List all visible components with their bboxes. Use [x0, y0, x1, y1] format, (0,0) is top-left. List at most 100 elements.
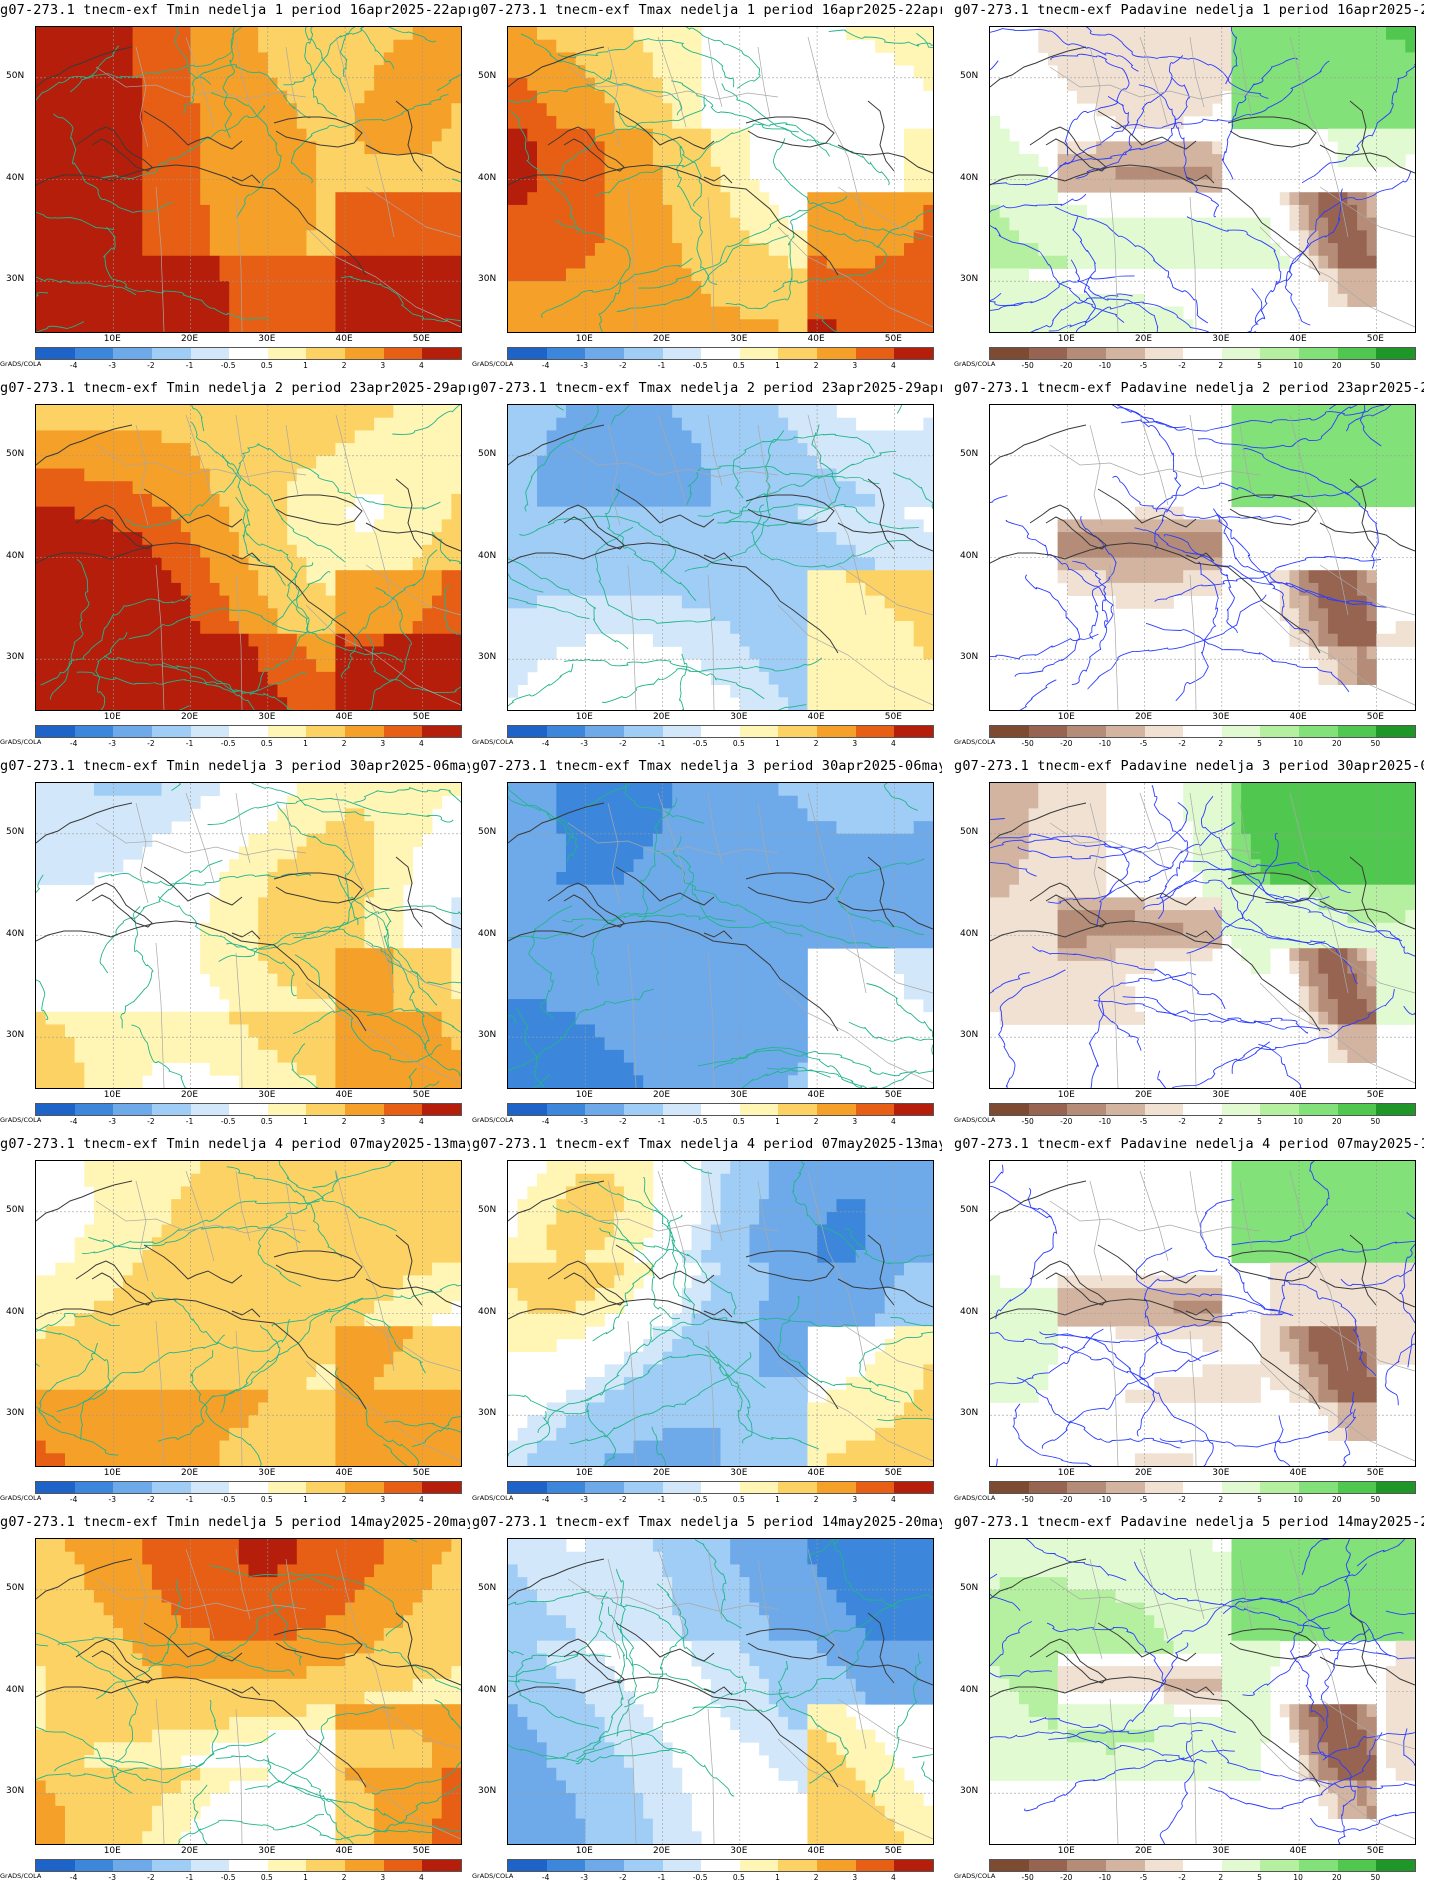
colorbar-swatch: [1221, 726, 1261, 737]
colorbar-swatch: [662, 1860, 702, 1871]
colorbar-swatch: [1067, 726, 1106, 737]
grads-credit: GrADS/COLA: [954, 738, 996, 746]
grads-credit: GrADS/COLA: [472, 1494, 514, 1502]
lon-label: 10E: [103, 1468, 121, 1478]
colorbar-swatch: [1144, 1860, 1184, 1871]
colorbar-swatch: [546, 1104, 586, 1115]
colorbar-swatch: [1299, 726, 1338, 737]
lon-label: 10E: [575, 334, 593, 344]
map-panel-tmin-week-4: g07-273.1 tnecm-exf Tmin nedelja 4 perio…: [0, 1134, 470, 1508]
colorbar-tick: 2: [1218, 739, 1224, 748]
panel-title: g07-273.1 tnecm-exf Tmax nedelja 4 perio…: [472, 1136, 942, 1152]
colorbar-tick: 2: [1218, 1495, 1224, 1504]
grads-credit: GrADS/COLA: [0, 1116, 42, 1124]
lon-label: 40E: [807, 1468, 825, 1478]
colorbar: [507, 1481, 934, 1494]
colorbar-tick: 5: [1257, 361, 1262, 370]
colorbar-tick: 2: [341, 361, 347, 370]
colorbar-swatch: [306, 1860, 346, 1871]
lat-label: 40N: [6, 172, 25, 183]
colorbar-swatch: [190, 1482, 230, 1493]
colorbar-tick: 3: [380, 361, 386, 370]
colorbar-swatch: [585, 1104, 624, 1115]
coastlines: [990, 802, 1415, 1032]
field-cells: [990, 1539, 1415, 1819]
colorbar-swatch: [701, 348, 740, 359]
colorbar-tick: 4: [890, 739, 896, 748]
colorbar-tick: -4: [541, 361, 550, 370]
lat-label: 30N: [478, 1408, 497, 1419]
colorbar-swatch: [1067, 348, 1106, 359]
colorbar-swatch: [546, 1482, 586, 1493]
colorbar-swatch: [546, 348, 586, 359]
colorbar-swatch: [623, 726, 663, 737]
colorbar-swatch: [817, 726, 856, 737]
contour-lines: [36, 1539, 461, 1844]
graticule: [508, 1161, 933, 1466]
colorbar-swatch: [1183, 1860, 1222, 1871]
panel-title: g07-273.1 tnecm-exf Padavine nedelja 5 p…: [954, 1514, 1424, 1530]
lon-label: 20E: [180, 1846, 199, 1856]
colorbar-swatch: [229, 348, 268, 359]
colorbar-swatch: [701, 1104, 740, 1115]
colorbar-swatch: [508, 348, 547, 359]
lat-label: 40N: [960, 1684, 979, 1695]
colorbar-swatch: [817, 1104, 856, 1115]
colorbar-swatch: [508, 1104, 547, 1115]
colorbar-tick: 1: [775, 1873, 780, 1882]
graticule: [990, 1161, 1415, 1466]
map-panel-tmax-week-2: g07-273.1 tnecm-exf Tmax nedelja 2 perio…: [472, 378, 942, 752]
lat-label: 50N: [478, 826, 497, 837]
colorbar-tick: -20: [1060, 739, 1073, 748]
colorbar-swatch: [1221, 1482, 1261, 1493]
colorbar-swatch: [855, 726, 895, 737]
colorbar-tick: -10: [1098, 739, 1112, 748]
colorbar-swatch: [1221, 1104, 1261, 1115]
colorbar-swatch: [894, 1860, 934, 1871]
colorbar-swatch: [1183, 1104, 1222, 1115]
lat-label: 50N: [960, 70, 979, 81]
colorbar-tick: 0.5: [260, 361, 273, 370]
colorbar-tick: -0.5: [220, 361, 236, 370]
lon-label: 10E: [575, 1090, 593, 1100]
colorbar-tick: -50: [1021, 1873, 1034, 1882]
colorbar-tick: -5: [1139, 361, 1148, 370]
colorbar-tick: -10: [1098, 1495, 1112, 1504]
coastlines: [36, 1558, 461, 1788]
colorbar-tick: 0.5: [260, 1495, 273, 1504]
colorbar-swatch: [1105, 348, 1145, 359]
lon-label: 40E: [807, 1090, 825, 1100]
colorbar-tick: 10: [1293, 1873, 1303, 1882]
colorbar-tick: 5: [1257, 1873, 1262, 1882]
colorbar-tick: -50: [1021, 739, 1034, 748]
colorbar-tick: 4: [890, 1495, 896, 1504]
colorbar-swatch: [739, 1860, 779, 1871]
colorbar-swatch: [1183, 726, 1222, 737]
colorbar-swatch: [990, 1104, 1029, 1115]
colorbar-swatch: [739, 1104, 779, 1115]
grads-credit: GrADS/COLA: [472, 738, 514, 746]
contour-lines: [508, 1539, 933, 1798]
colorbar-tick: -0.5: [692, 739, 708, 748]
colorbar-tick: -2: [147, 1873, 155, 1882]
colorbar-tick: 3: [852, 361, 858, 370]
colorbar-tick: -20: [1060, 361, 1073, 370]
colorbar-tick: 1: [303, 1873, 308, 1882]
colorbar-tick: -4: [541, 1117, 550, 1126]
colorbar: [507, 1103, 934, 1116]
colorbar-swatch: [1067, 1482, 1106, 1493]
lon-label: 30E: [1212, 712, 1230, 722]
colorbar-swatch: [1337, 1482, 1377, 1493]
colorbar-swatch: [855, 1860, 895, 1871]
colorbar-swatch: [74, 1482, 114, 1493]
lat-label: 50N: [6, 826, 25, 837]
lat-label: 30N: [960, 274, 979, 285]
colorbar-swatch: [739, 726, 779, 737]
lat-label: 50N: [6, 1204, 25, 1215]
colorbar-swatch: [151, 348, 191, 359]
lon-label: 50E: [884, 1468, 902, 1478]
colorbar-tick: -3: [580, 739, 589, 748]
lat-label: 30N: [960, 1030, 979, 1041]
lon-label: 30E: [730, 1846, 748, 1856]
lat-label: 40N: [478, 1306, 497, 1317]
